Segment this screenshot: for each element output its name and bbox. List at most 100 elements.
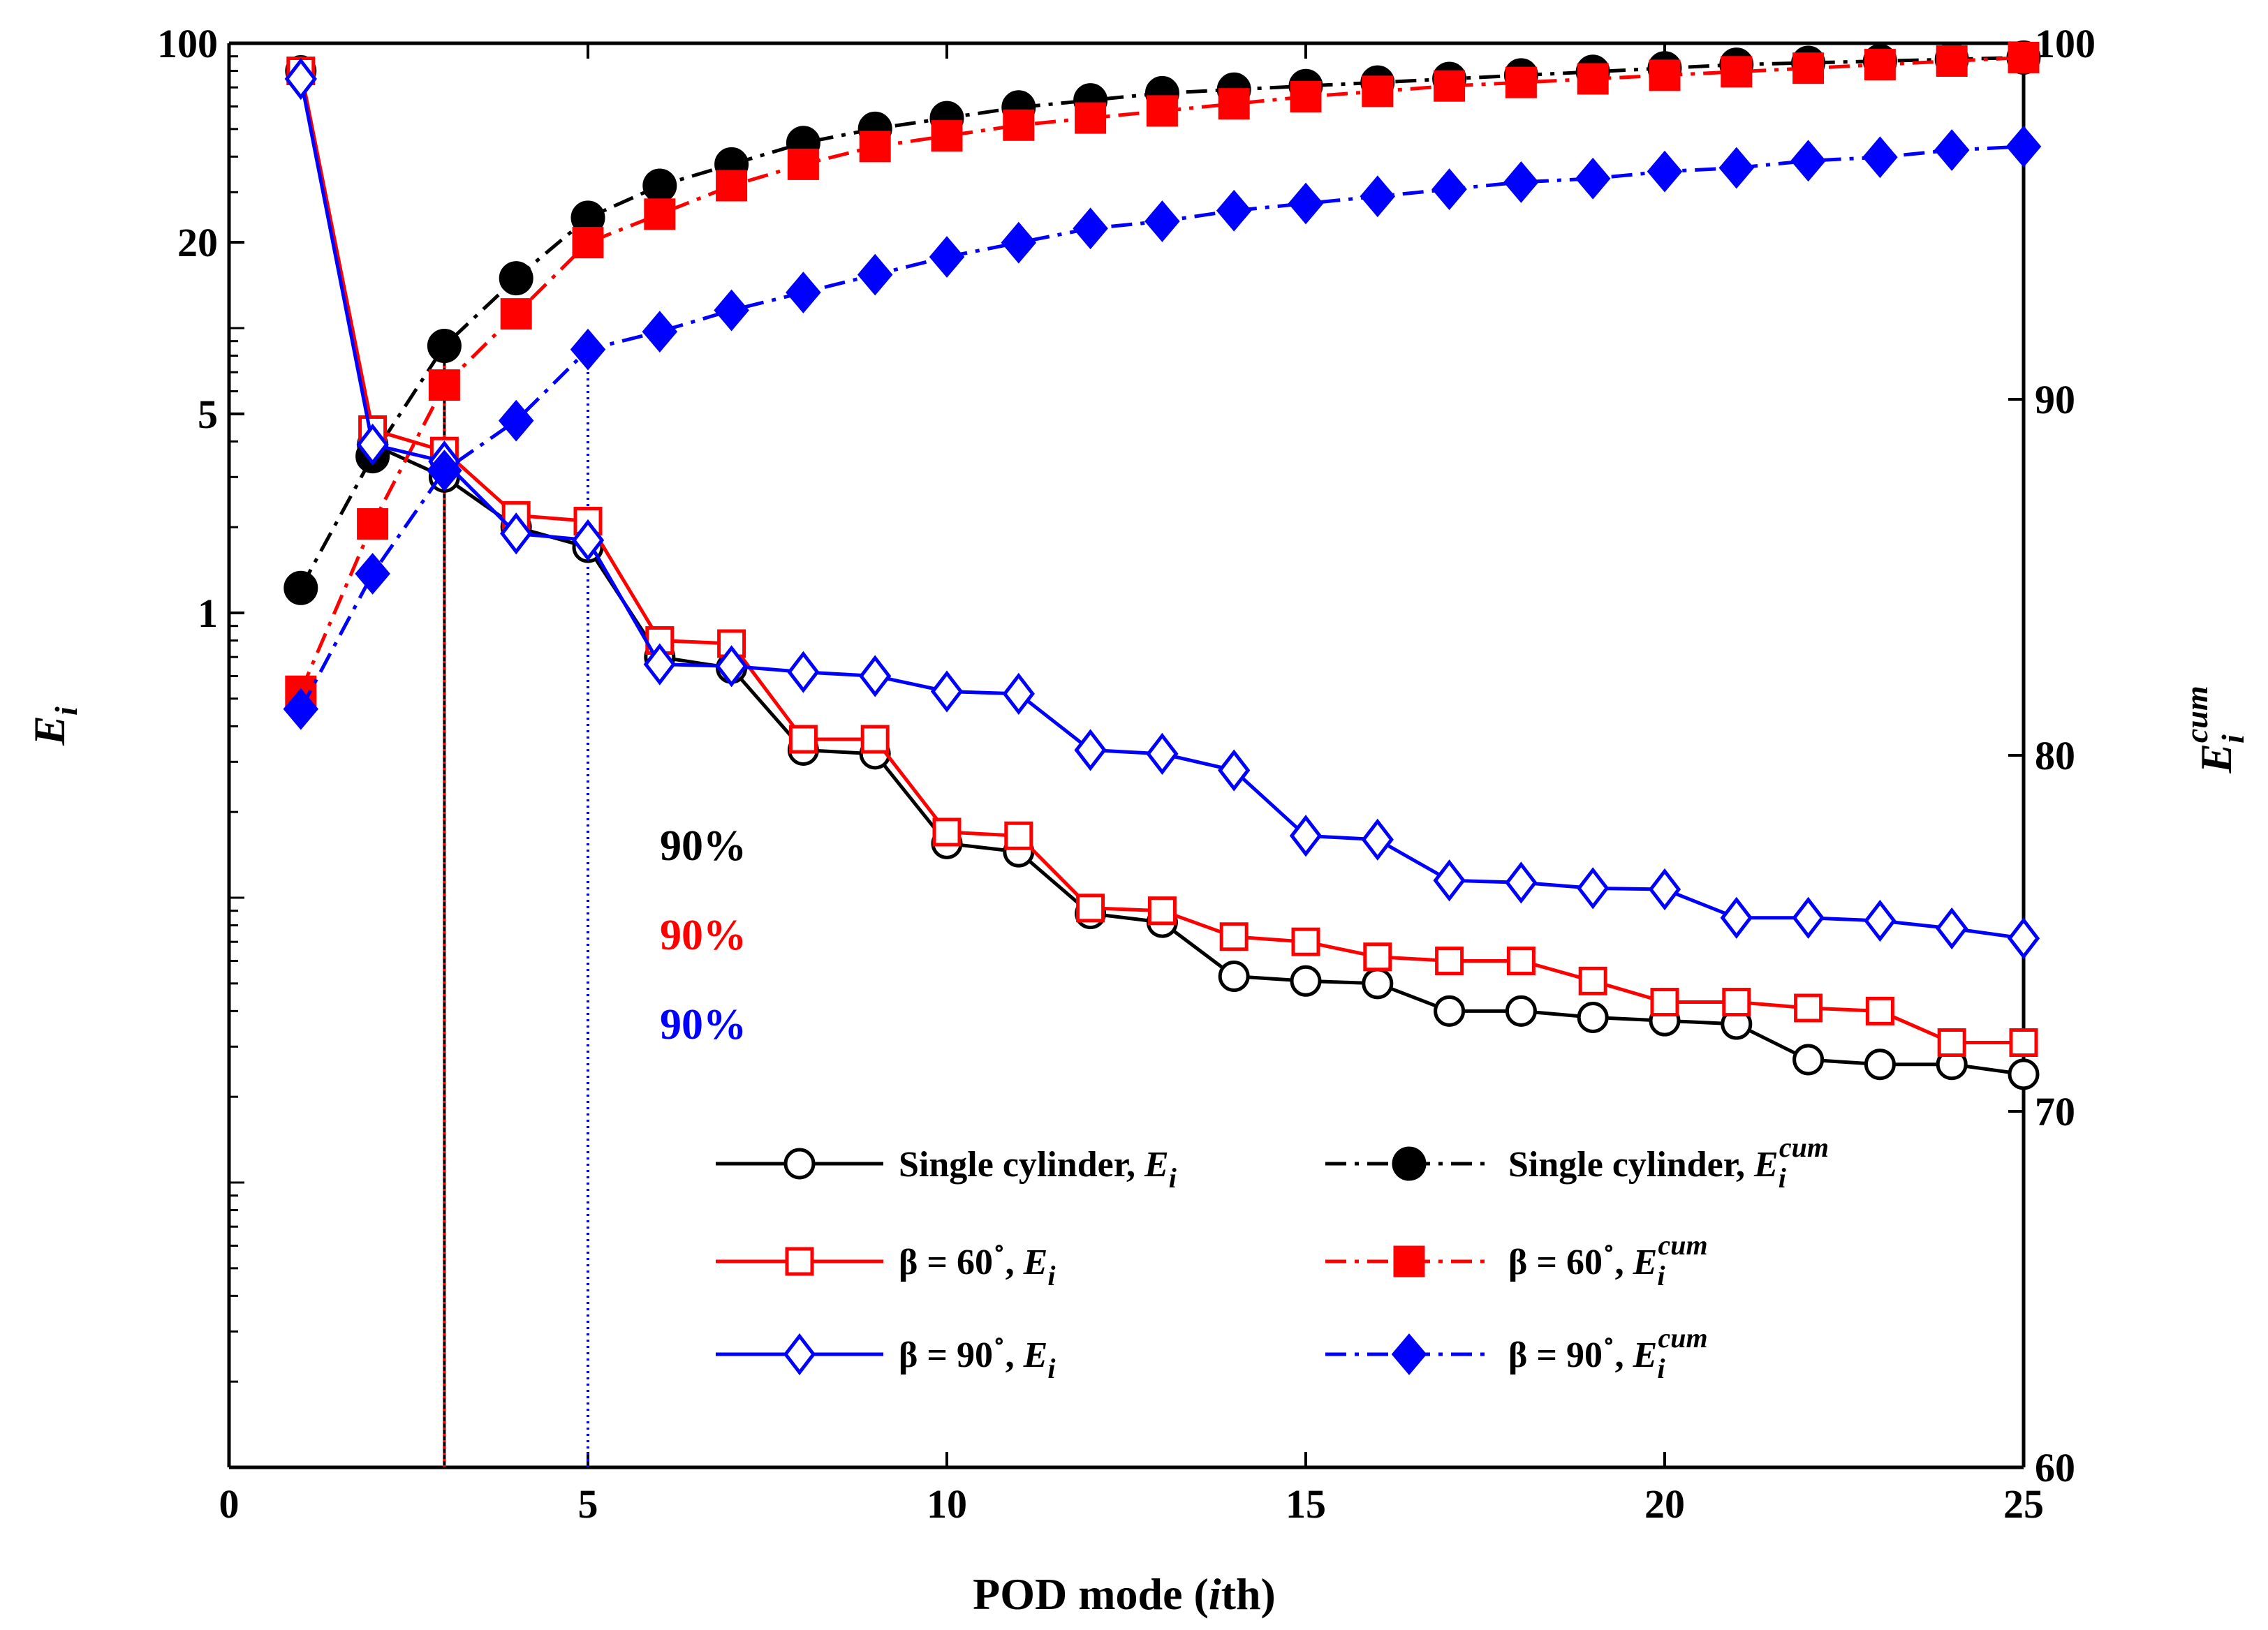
series-point-2 bbox=[1937, 1028, 1966, 1058]
plot-area: 0 5 10 15 20 25 100 20 5 1 100 90 80 70 60 bbox=[157, 21, 2096, 1527]
legend-sym: E bbox=[1144, 1145, 1169, 1185]
series-point-3 bbox=[931, 120, 963, 152]
series-point-0 bbox=[1577, 1001, 1609, 1033]
legend-sub: i bbox=[1047, 1260, 1055, 1291]
series-line-1 bbox=[299, 55, 2024, 589]
legend-base: β = 60 bbox=[899, 1243, 993, 1282]
svg-text:Eicum: Eicum bbox=[2179, 686, 2251, 773]
left-y-tick-label: 5 bbox=[198, 392, 218, 437]
series-point-3 bbox=[500, 298, 532, 330]
legend-marker-5 bbox=[1391, 1333, 1427, 1375]
series-point-2 bbox=[1865, 996, 1894, 1025]
series-point-4 bbox=[643, 643, 676, 686]
series-point-5 bbox=[427, 450, 462, 491]
series-point-3 bbox=[1218, 88, 1250, 120]
series-point-5 bbox=[498, 399, 534, 442]
series-point-3 bbox=[1864, 49, 1896, 81]
series-point-2 bbox=[1506, 947, 1536, 976]
legend-sub: i bbox=[1657, 1353, 1665, 1384]
series-point-5 bbox=[1647, 150, 1683, 193]
series-point-4 bbox=[1074, 729, 1107, 771]
series-point-5 bbox=[1073, 207, 1108, 250]
series-point-4 bbox=[930, 670, 964, 713]
annotation-beta90-90: 90% bbox=[660, 1001, 746, 1049]
series-point-4 bbox=[500, 512, 533, 555]
x-tick-label: 5 bbox=[578, 1481, 598, 1527]
legend-deg: ∘ bbox=[993, 1328, 1006, 1354]
annotation-beta60-90: 90% bbox=[660, 912, 746, 959]
series-point-2 bbox=[1650, 988, 1679, 1017]
legend-sub: i bbox=[1169, 1162, 1177, 1194]
series-point-3 bbox=[2008, 41, 2040, 73]
right-y-tick-label: 70 bbox=[2035, 1089, 2075, 1134]
series-point-0 bbox=[1434, 995, 1466, 1027]
x-tick-label: 0 bbox=[219, 1481, 240, 1527]
legend-comma: , bbox=[1615, 1335, 1633, 1375]
right-y-tick-label: 90 bbox=[2035, 377, 2075, 422]
series-point-2 bbox=[1076, 894, 1105, 923]
series-point-2 bbox=[1794, 993, 1823, 1023]
legend-deg: ∘ bbox=[1603, 1236, 1615, 1261]
right-y-tick-label: 80 bbox=[2035, 733, 2075, 778]
legend-sub: i bbox=[1779, 1162, 1786, 1194]
series-point-3 bbox=[1936, 45, 1968, 77]
series-point-4 bbox=[356, 423, 389, 466]
legend-sup: cum bbox=[1658, 1229, 1707, 1261]
series-point-0 bbox=[1792, 1044, 1825, 1076]
legend-label-3: β = 60∘, Eicum bbox=[1508, 1229, 1708, 1291]
series-point-3 bbox=[357, 508, 389, 540]
series-point-5 bbox=[1431, 168, 1467, 210]
left-y-tick-label: 20 bbox=[177, 220, 218, 265]
series-point-3 bbox=[1146, 95, 1178, 127]
series-point-5 bbox=[1216, 189, 1252, 232]
series-point-2 bbox=[2009, 1028, 2038, 1058]
legend-marker-2 bbox=[785, 1247, 814, 1276]
series-point-4 bbox=[1002, 672, 1035, 715]
legend-deg: ∘ bbox=[1603, 1328, 1615, 1354]
legend-label-1: Single cylinder, Eicum bbox=[1508, 1132, 1829, 1194]
series-point-0 bbox=[1218, 960, 1250, 992]
series-point-4 bbox=[571, 519, 605, 561]
legend-label-2: β = 60∘, Ei bbox=[899, 1236, 1055, 1291]
series-point-5 bbox=[355, 553, 390, 595]
series-point-5 bbox=[1862, 136, 1898, 179]
right-y-tick-label: 100 bbox=[2035, 21, 2096, 66]
legend-sym: E bbox=[1633, 1335, 1658, 1375]
series-point-2 bbox=[1722, 988, 1751, 1017]
legend-comma: , bbox=[1615, 1243, 1633, 1282]
legend-base: β = 90 bbox=[899, 1335, 993, 1375]
legend-sup: cum bbox=[1779, 1132, 1829, 1163]
series-point-0 bbox=[2008, 1058, 2040, 1090]
series-point-4 bbox=[2007, 917, 2040, 960]
series-point-5 bbox=[1718, 147, 1755, 189]
series-point-0 bbox=[1362, 968, 1394, 1000]
series-point-2 bbox=[932, 817, 962, 847]
x-axis-title: POD mode (ith) bbox=[973, 1569, 1276, 1619]
series-point-4 bbox=[1648, 868, 1681, 911]
right-y-tick-label: 60 bbox=[2035, 1445, 2075, 1490]
legend-sub: i bbox=[1657, 1260, 1665, 1291]
legend: Single cylinder, Ei Single cylinder, Eicu… bbox=[716, 1132, 1829, 1384]
series-point-3 bbox=[1577, 63, 1609, 95]
series-point-3 bbox=[716, 170, 748, 202]
series-point-4 bbox=[1289, 815, 1323, 857]
series-point-2 bbox=[1578, 966, 1607, 995]
series-point-4 bbox=[284, 57, 317, 101]
left-y-tick-label: 100 bbox=[157, 21, 218, 66]
legend-label-4: β = 90∘, Ei bbox=[899, 1328, 1055, 1384]
series-point-3 bbox=[1003, 109, 1035, 141]
series-point-2 bbox=[788, 725, 818, 754]
legend-marker-3 bbox=[1393, 1245, 1425, 1277]
series-point-3 bbox=[1290, 81, 1322, 112]
legend-base: Single cylinder, bbox=[1508, 1145, 1754, 1185]
series-point-2 bbox=[1363, 942, 1392, 972]
series-point-4 bbox=[715, 645, 748, 688]
series-point-5 bbox=[1575, 157, 1611, 200]
series-point-3 bbox=[787, 148, 819, 180]
legend-label-0: Single cylinder, Ei bbox=[899, 1145, 1177, 1194]
legend-sup: cum bbox=[1658, 1322, 1707, 1354]
series-point-5 bbox=[714, 289, 749, 332]
annotation-single-90: 90% bbox=[660, 822, 746, 870]
legend-sym: E bbox=[1023, 1243, 1048, 1282]
